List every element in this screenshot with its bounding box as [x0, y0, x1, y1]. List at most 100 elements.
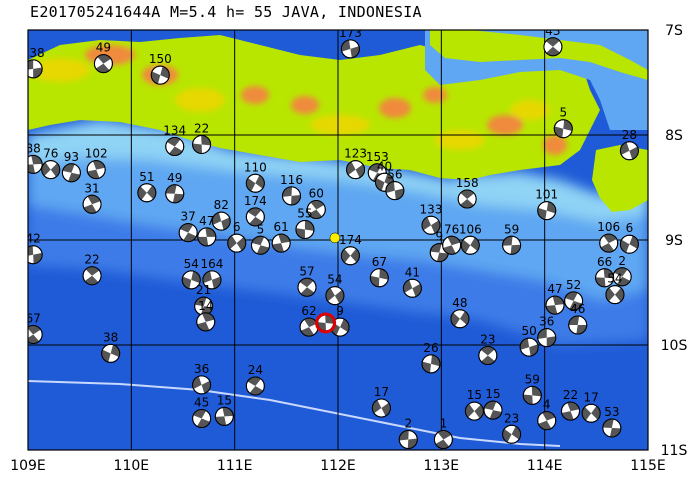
event-beachball	[599, 233, 619, 253]
event-label: 9	[336, 304, 344, 318]
event-beachball	[82, 194, 102, 214]
event-beachball	[545, 295, 565, 315]
event-beachball	[502, 235, 522, 255]
event-label: 50	[522, 324, 537, 338]
event-beachball	[28, 59, 43, 79]
lat-tick-label: 10S	[661, 338, 688, 354]
lat-tick-label: 11S	[661, 443, 688, 459]
event-beachball	[227, 233, 247, 253]
event-beachball	[398, 430, 418, 449]
event-label: 66	[597, 255, 612, 269]
event-beachball	[282, 186, 301, 206]
event-label: 54	[184, 257, 199, 271]
event-beachball	[605, 285, 625, 305]
event-label: 54	[607, 272, 622, 286]
event-beachball	[192, 409, 212, 428]
event-beachball	[371, 398, 391, 418]
event-beachball	[28, 154, 43, 174]
event-label: 153	[366, 150, 389, 164]
madura-island	[430, 30, 648, 80]
event-beachball	[245, 207, 265, 227]
event-beachball	[150, 65, 170, 85]
event-label: 76	[43, 147, 58, 161]
event-label: 5	[559, 106, 567, 120]
event-beachball	[340, 246, 360, 266]
event-beachball	[502, 424, 522, 444]
event-label: 49	[167, 171, 182, 185]
event-label: 40	[377, 159, 392, 173]
event-beachball	[553, 119, 573, 139]
event-beachball	[460, 235, 480, 255]
event-label: 6	[626, 221, 634, 235]
event-label: 15	[485, 387, 500, 401]
event-label: 5	[257, 222, 265, 236]
event-label: 21	[196, 283, 211, 297]
event-beachball	[483, 400, 503, 420]
event-label: 38	[103, 330, 118, 344]
mainshock-ring	[315, 312, 337, 334]
map-frame	[27, 29, 649, 451]
event-label: 93	[64, 150, 79, 164]
event-label: 9	[435, 230, 443, 244]
event-label: 174	[339, 233, 362, 247]
lon-tick-label: 111E	[217, 458, 253, 474]
event-beachball	[537, 201, 557, 221]
event-label: 26	[423, 341, 438, 355]
event-label: 67	[26, 312, 41, 326]
event-label: 15	[217, 393, 232, 407]
event-label: 138	[22, 46, 45, 60]
event-beachball	[537, 411, 557, 431]
event-beachball	[519, 337, 539, 357]
event-beachball	[595, 268, 615, 288]
event-label: 52	[566, 278, 581, 292]
event-label: 59	[504, 222, 519, 236]
event-label: 17	[584, 390, 599, 404]
event-beachball	[82, 266, 102, 286]
event-beachball	[165, 137, 185, 157]
highlands	[30, 45, 567, 155]
event-beachball	[306, 200, 326, 220]
event-beachball	[522, 385, 542, 405]
event-beachball	[192, 375, 212, 395]
event-beachball	[346, 160, 366, 180]
axis-ticks: 109E 110E 111E 112E 113E 114E 115E 7S 8S 9S 10S 11S	[10, 23, 687, 474]
event-beachball	[478, 346, 498, 365]
event-label: 133	[420, 202, 443, 216]
event-label: 53	[604, 405, 619, 419]
event-beachball	[86, 160, 106, 180]
event-label: 14	[198, 299, 213, 313]
event-beachball	[245, 173, 265, 193]
event-label: 42	[26, 232, 41, 246]
event-beachball	[433, 430, 453, 449]
event-label: 123	[344, 147, 367, 161]
event-beachball	[464, 401, 484, 421]
event-beachball	[61, 163, 81, 183]
lon-tick-label: 109E	[10, 458, 46, 474]
event-label: 36	[539, 315, 554, 329]
event-beachball	[619, 234, 639, 254]
sunda-trench-line	[28, 380, 561, 447]
event-label: 134	[163, 124, 186, 138]
event-beachball	[421, 354, 441, 374]
event-beachball	[543, 37, 563, 57]
event-label: 67	[372, 255, 387, 269]
event-beachball	[457, 189, 477, 209]
event-label: 57	[299, 264, 314, 278]
event-label: 28	[622, 128, 637, 142]
event-beachball	[340, 39, 360, 59]
event-label: 110	[244, 160, 267, 174]
event-label: 150	[149, 52, 172, 66]
event-beachball	[325, 286, 345, 306]
event-label: 55	[297, 207, 312, 221]
event-beachball	[196, 312, 216, 332]
event-label: 54	[327, 273, 342, 287]
event-label: 37	[181, 210, 196, 224]
event-beachball	[299, 317, 319, 337]
event-beachball	[421, 215, 441, 235]
event-label: 51	[139, 170, 154, 184]
event-label: 56	[387, 168, 402, 182]
event-beachball	[581, 403, 601, 423]
event-label: 45	[194, 396, 209, 410]
